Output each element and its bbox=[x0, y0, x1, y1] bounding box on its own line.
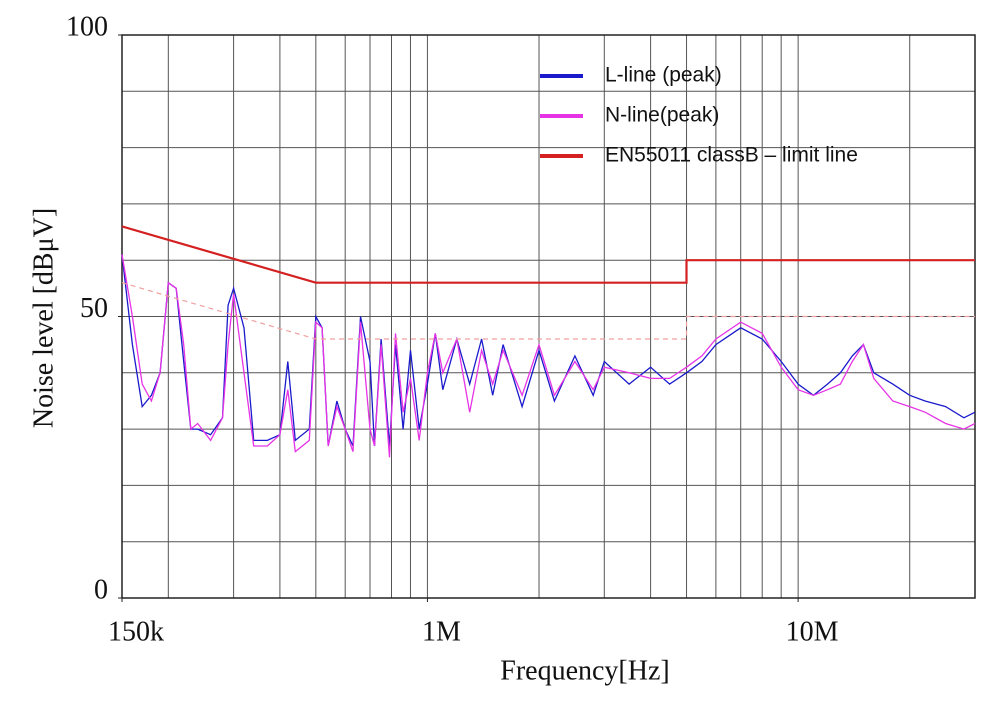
y-tick-label: 100 bbox=[66, 11, 108, 42]
legend-label: N-line(peak) bbox=[605, 104, 719, 127]
legend-label: L-line (peak) bbox=[605, 64, 722, 87]
series-line bbox=[121, 225, 975, 284]
y-tick-label: 50 bbox=[80, 293, 108, 324]
x-axis-title: Frequency[Hz] bbox=[500, 655, 669, 686]
x-tick-label: 10M bbox=[786, 616, 839, 647]
series-line bbox=[121, 254, 976, 458]
y-tick-label: 0 bbox=[94, 574, 108, 605]
reference-line bbox=[121, 282, 975, 340]
y-axis-title: Noise level [dBμV] bbox=[28, 208, 59, 428]
legend-label: EN55011 classB – limit line bbox=[605, 144, 858, 167]
x-tick-label: 150k bbox=[108, 616, 164, 647]
x-tick-label: 1M bbox=[422, 616, 461, 647]
